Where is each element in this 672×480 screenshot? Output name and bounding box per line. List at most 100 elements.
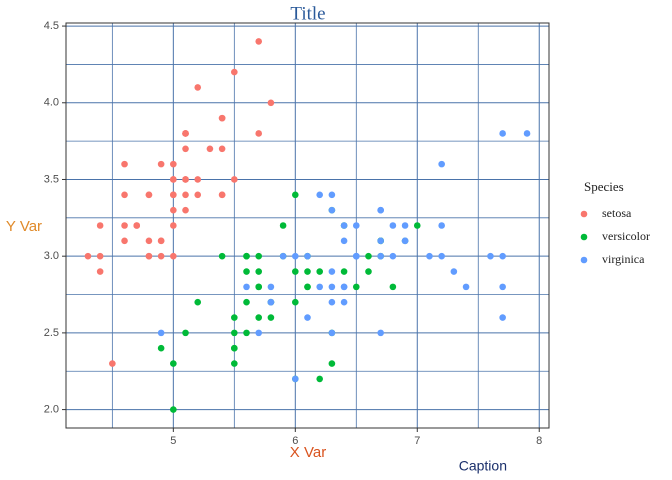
point: [377, 252, 384, 260]
point: [121, 191, 128, 199]
legend-marker: [580, 256, 588, 264]
point: [255, 329, 263, 337]
legend-marker: [580, 233, 588, 241]
point: [194, 176, 202, 183]
point: [487, 252, 494, 260]
caption: Caption: [459, 458, 507, 474]
point: [243, 268, 250, 275]
x-tick-label: 5: [170, 435, 176, 447]
point: [499, 130, 506, 137]
point: [304, 268, 311, 275]
point: [401, 222, 409, 229]
point: [133, 222, 141, 229]
point: [426, 252, 433, 260]
point: [279, 222, 287, 229]
point: [182, 176, 189, 183]
point: [231, 360, 238, 367]
legend-label: versicolor: [602, 229, 650, 243]
chart-title: Title: [290, 3, 325, 24]
point: [170, 176, 177, 183]
point: [389, 252, 397, 260]
point: [243, 283, 250, 291]
point: [292, 375, 299, 383]
point: [267, 99, 275, 107]
point: [255, 38, 263, 45]
point: [231, 68, 238, 76]
point: [218, 114, 226, 122]
point: [304, 283, 311, 291]
point: [255, 283, 263, 291]
x-tick-label: 7: [414, 435, 420, 447]
point: [316, 283, 323, 291]
point: [157, 237, 165, 245]
x-axis-title: X Var: [290, 444, 326, 461]
point: [145, 237, 153, 245]
point: [316, 191, 323, 199]
point: [255, 268, 263, 275]
point: [328, 268, 336, 275]
point: [218, 145, 226, 153]
point: [109, 360, 116, 367]
point: [145, 252, 153, 260]
y-tick-label: 2.0: [44, 403, 59, 415]
point: [292, 252, 299, 260]
point: [316, 375, 323, 383]
point: [523, 130, 531, 137]
point: [499, 314, 506, 321]
point: [340, 237, 348, 245]
point: [267, 283, 275, 291]
x-tick-label: 8: [536, 435, 542, 447]
point: [267, 298, 275, 306]
point: [157, 329, 165, 337]
legend-label: setosa: [602, 206, 632, 220]
point: [304, 252, 311, 260]
point: [352, 283, 360, 291]
point: [96, 222, 104, 229]
point: [255, 314, 263, 321]
point: [157, 252, 165, 260]
point: [340, 298, 348, 306]
point: [121, 160, 128, 168]
point: [231, 329, 238, 337]
point: [255, 252, 263, 260]
point: [182, 206, 189, 214]
point: [389, 222, 397, 229]
point: [170, 160, 177, 168]
y-tick-label: 2.5: [44, 327, 59, 339]
point: [328, 206, 336, 214]
point: [340, 222, 348, 229]
point: [231, 344, 238, 352]
point: [438, 222, 445, 229]
point: [499, 252, 506, 260]
point: [231, 176, 238, 183]
x-tick-label: 6: [292, 435, 298, 447]
point: [328, 329, 336, 337]
point: [352, 252, 360, 260]
y-tick-label: 4.0: [44, 97, 59, 109]
point: [255, 130, 263, 137]
point: [194, 298, 202, 306]
legend-marker: [580, 210, 588, 218]
point: [365, 268, 372, 275]
y-axis-title: Y Var: [6, 218, 42, 235]
point: [243, 298, 250, 306]
point: [340, 283, 348, 291]
point: [96, 268, 104, 275]
legend-title: Species: [584, 179, 624, 194]
point: [292, 298, 299, 306]
point: [194, 191, 202, 199]
point: [145, 191, 153, 199]
point: [389, 283, 397, 291]
point: [328, 298, 336, 306]
point: [304, 314, 311, 321]
point: [194, 84, 202, 91]
point: [182, 130, 189, 137]
point: [279, 252, 287, 260]
point: [499, 283, 506, 291]
point: [267, 314, 275, 321]
y-tick-label: 4.5: [44, 20, 59, 32]
point: [243, 252, 250, 260]
point: [462, 283, 470, 291]
point: [218, 252, 226, 260]
